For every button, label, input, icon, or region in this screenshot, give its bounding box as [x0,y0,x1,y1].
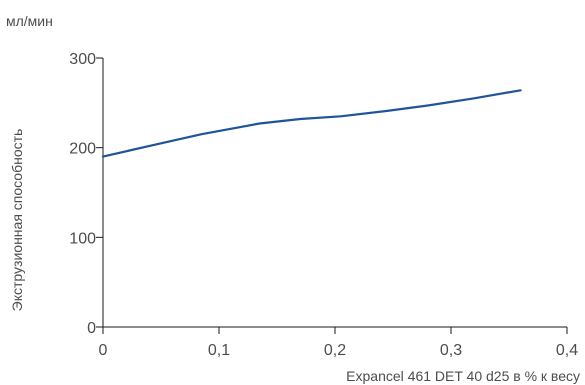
y-tick-label: 0 [87,320,96,337]
x-tick-label: 0,4 [556,342,578,359]
x-axis-title: Expancel 461 DET 40 d25 в % к весу [346,368,580,384]
y-unit-label: мл/мин [6,13,53,29]
x-tick-label: 0,3 [440,342,462,359]
y-axis-title: Экструзионная способность [9,129,25,312]
x-tick-label: 0,2 [324,342,346,359]
y-axis-ticks: 0 100 200 300 [69,51,103,337]
series-line [101,89,522,158]
x-tick-label: 0 [99,342,108,359]
x-axis-ticks: 0 0,1 0,2 0,3 0,4 [99,327,578,359]
y-tick-label: 200 [69,141,96,158]
y-tick-label: 300 [69,51,96,68]
y-tick-label: 100 [69,230,96,247]
x-tick-label: 0,1 [208,342,230,359]
